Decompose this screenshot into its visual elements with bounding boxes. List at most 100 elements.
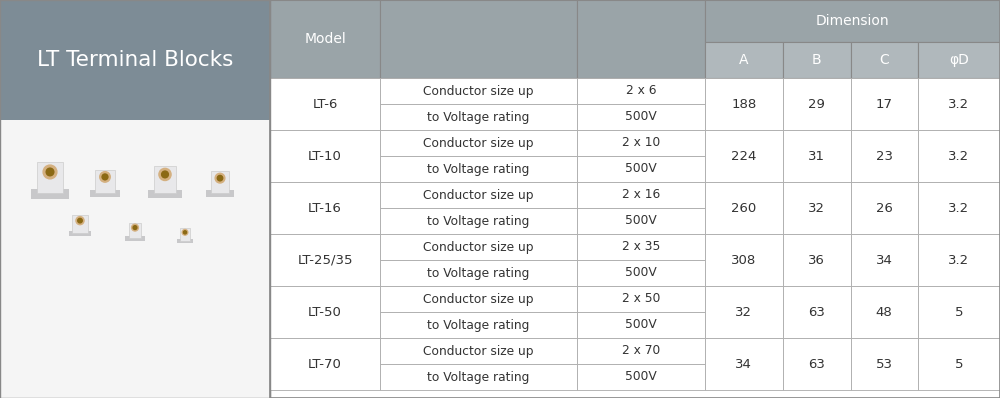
Text: A: A (739, 53, 749, 67)
Bar (0, 0, 270, 398)
Text: 308: 308 (731, 254, 757, 267)
Text: LT Terminal Blocks: LT Terminal Blocks (37, 50, 233, 70)
Text: LT-25/35: LT-25/35 (297, 254, 353, 267)
Bar (705, 78, 783, 130)
Bar (783, 286, 851, 338)
Bar (918, 286, 1000, 338)
Bar (705, 42, 783, 78)
Bar (270, 130, 380, 182)
Circle shape (162, 171, 168, 178)
Circle shape (102, 174, 108, 180)
Text: 3.2: 3.2 (948, 201, 969, 215)
Text: 500V: 500V (625, 267, 657, 279)
Text: Conductor size up: Conductor size up (423, 189, 534, 201)
Bar (148, 189, 182, 198)
Text: 2 x 6: 2 x 6 (626, 84, 656, 98)
Circle shape (43, 165, 57, 179)
Bar (270, 182, 380, 234)
Bar (577, 0, 705, 78)
Bar (851, 338, 918, 390)
Bar (577, 338, 705, 364)
Bar (380, 104, 577, 130)
Bar (851, 182, 918, 234)
Text: 17: 17 (876, 98, 893, 111)
Text: 32: 32 (735, 306, 752, 318)
Bar (705, 234, 783, 286)
Bar (380, 312, 577, 338)
Text: Dimension: Dimension (815, 14, 889, 28)
Bar (705, 0, 1000, 42)
Bar (577, 208, 705, 234)
Bar (918, 338, 1000, 390)
Bar (783, 78, 851, 130)
Bar (270, 0, 1000, 398)
Bar (180, 228, 190, 241)
Text: 5: 5 (955, 357, 963, 371)
Text: to Voltage rating: to Voltage rating (427, 267, 530, 279)
Bar (270, 286, 380, 338)
Bar (705, 338, 783, 390)
Text: 31: 31 (808, 150, 825, 162)
Text: LT-10: LT-10 (308, 150, 342, 162)
Bar (380, 234, 577, 260)
Bar (577, 312, 705, 338)
Bar (783, 42, 851, 78)
Bar (0, 0, 270, 398)
Bar (380, 338, 577, 364)
Text: 2 x 16: 2 x 16 (622, 189, 660, 201)
Bar (270, 338, 380, 390)
Bar (270, 78, 380, 130)
Text: 500V: 500V (625, 215, 657, 228)
Text: 3.2: 3.2 (948, 150, 969, 162)
Bar (380, 156, 577, 182)
Bar (577, 260, 705, 286)
Bar (783, 338, 851, 390)
Text: 2 x 70: 2 x 70 (622, 345, 660, 357)
Bar (783, 182, 851, 234)
Bar (211, 172, 229, 193)
Text: Conductor size up: Conductor size up (423, 84, 534, 98)
Bar (851, 42, 918, 78)
Text: to Voltage rating: to Voltage rating (427, 111, 530, 123)
Bar (918, 182, 1000, 234)
Text: 3.2: 3.2 (948, 98, 969, 111)
Bar (380, 260, 577, 286)
Bar (90, 190, 120, 197)
Bar (577, 182, 705, 208)
Text: 63: 63 (808, 306, 825, 318)
Text: φD: φD (949, 53, 969, 67)
Bar (783, 130, 851, 182)
Bar (577, 234, 705, 260)
Text: 26: 26 (876, 201, 893, 215)
Bar (380, 130, 577, 156)
Text: 36: 36 (808, 254, 825, 267)
Text: LT-70: LT-70 (308, 357, 342, 371)
Bar (705, 130, 783, 182)
Bar (380, 78, 577, 104)
Circle shape (78, 219, 82, 223)
Text: 2 x 35: 2 x 35 (622, 240, 660, 254)
Bar (577, 78, 705, 104)
Circle shape (133, 226, 137, 230)
Text: 224: 224 (731, 150, 757, 162)
Bar (206, 190, 234, 197)
Text: 260: 260 (731, 201, 757, 215)
Bar (851, 286, 918, 338)
Bar (270, 0, 1000, 398)
Text: Conductor size up: Conductor size up (423, 137, 534, 150)
Circle shape (159, 168, 171, 181)
Circle shape (46, 168, 54, 176)
Circle shape (183, 231, 187, 234)
Bar (380, 182, 577, 208)
Text: 500V: 500V (625, 318, 657, 332)
Bar (918, 130, 1000, 182)
Text: 5: 5 (955, 306, 963, 318)
Text: 34: 34 (735, 357, 752, 371)
Bar (577, 286, 705, 312)
Bar (577, 364, 705, 390)
Text: 2 x 10: 2 x 10 (622, 137, 660, 150)
Text: 500V: 500V (625, 111, 657, 123)
Bar (918, 42, 1000, 78)
Circle shape (76, 217, 84, 225)
Text: to Voltage rating: to Voltage rating (427, 318, 530, 332)
